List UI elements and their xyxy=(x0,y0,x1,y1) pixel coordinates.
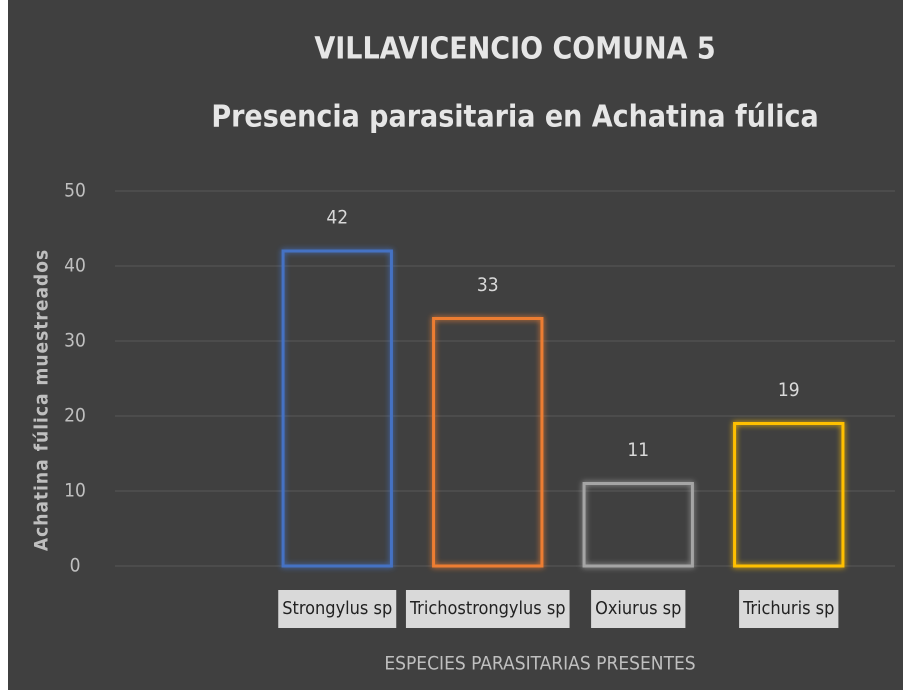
bar xyxy=(582,482,694,568)
y-tick-label: 40 xyxy=(64,255,86,277)
x-axis-title: ESPECIES PARASITARIAS PRESENTES xyxy=(384,653,695,675)
y-tick-label: 0 xyxy=(70,555,81,577)
y-tick-label: 20 xyxy=(64,405,86,427)
chart-title: VILLAVICENCIO COMUNA 5 xyxy=(314,32,715,67)
data-label: 42 xyxy=(326,207,348,229)
chart-subtitle: Presencia parasitaria en Achatina fúlica xyxy=(211,100,818,135)
bar xyxy=(432,317,544,568)
y-tick-label: 10 xyxy=(64,480,86,502)
x-tick-label-background xyxy=(591,590,686,628)
x-tick-label-background xyxy=(278,590,397,628)
y-tick-label: 50 xyxy=(64,180,86,202)
bar xyxy=(281,249,393,568)
x-tick-label: Trichostrongylus sp xyxy=(409,598,566,619)
chart-background xyxy=(8,0,903,690)
y-tick-label: 30 xyxy=(64,330,86,352)
x-tick-label: Strongylus sp xyxy=(282,598,392,619)
data-label: 11 xyxy=(627,439,649,461)
data-label: 19 xyxy=(778,379,800,401)
bar xyxy=(733,422,845,568)
y-axis-title: Achatina fúlica muestreados xyxy=(31,249,53,551)
x-tick-label-background xyxy=(739,590,839,628)
x-tick-label: Trichuris sp xyxy=(742,598,834,619)
data-label: 33 xyxy=(477,274,499,296)
x-tick-label-background xyxy=(405,590,570,628)
x-tick-label: Oxiurus sp xyxy=(595,598,681,619)
